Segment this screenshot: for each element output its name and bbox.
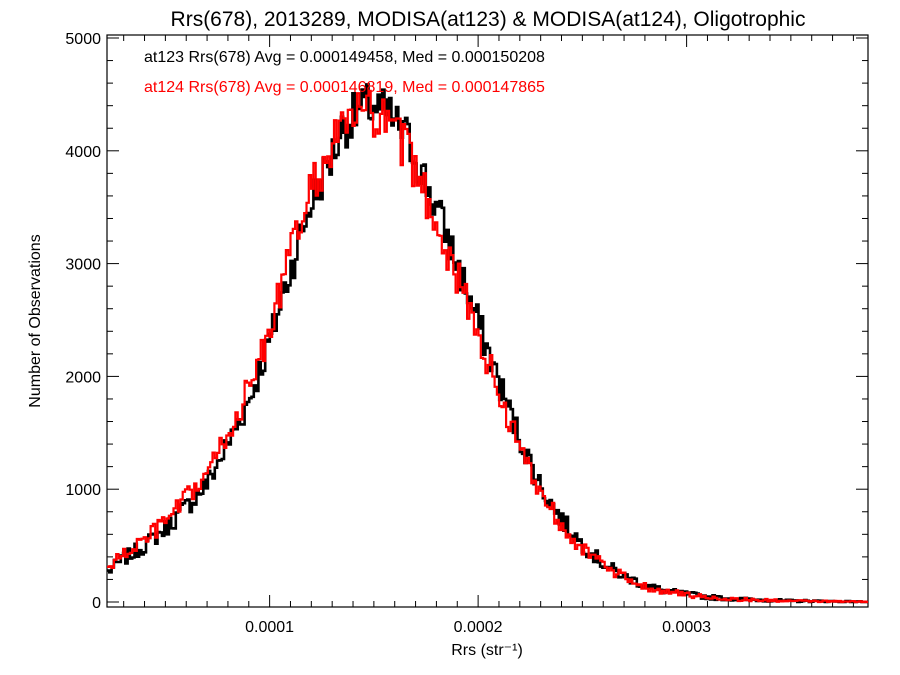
x-tick-label: 0.0003 xyxy=(662,619,711,636)
y-tick-label: 4000 xyxy=(65,144,101,161)
y-tick-label: 0 xyxy=(92,595,101,612)
x-axis-label: Rrs (str⁻¹) xyxy=(451,642,523,659)
y-tick-label: 2000 xyxy=(65,369,101,386)
series-at124-histogram xyxy=(107,89,868,604)
x-tick-label: 0.0001 xyxy=(245,619,294,636)
plot-frame xyxy=(106,34,869,608)
y-tick-label: 3000 xyxy=(65,257,101,274)
series-layer xyxy=(107,83,868,604)
x-tick-label: 0.0002 xyxy=(454,619,503,636)
series-at123-histogram xyxy=(107,83,868,604)
annotation-at124-stats: at124 Rrs(678) Avg = 0.000146819, Med = … xyxy=(144,79,545,96)
annotation-at123-stats: at123 Rrs(678) Avg = 0.000149458, Med = … xyxy=(144,49,545,66)
tick-labels: 0 1000 2000 3000 4000 5000 0.0001 0.0002 0.0003 xyxy=(65,31,711,636)
y-tick-label: 1000 xyxy=(65,482,101,499)
y-tick-label: 5000 xyxy=(65,31,101,48)
tick-marks xyxy=(107,35,868,607)
y-axis-label: Number of Observations xyxy=(27,234,44,407)
chart-title: Rrs(678), 2013289, MODISA(at123) & MODIS… xyxy=(171,8,806,31)
